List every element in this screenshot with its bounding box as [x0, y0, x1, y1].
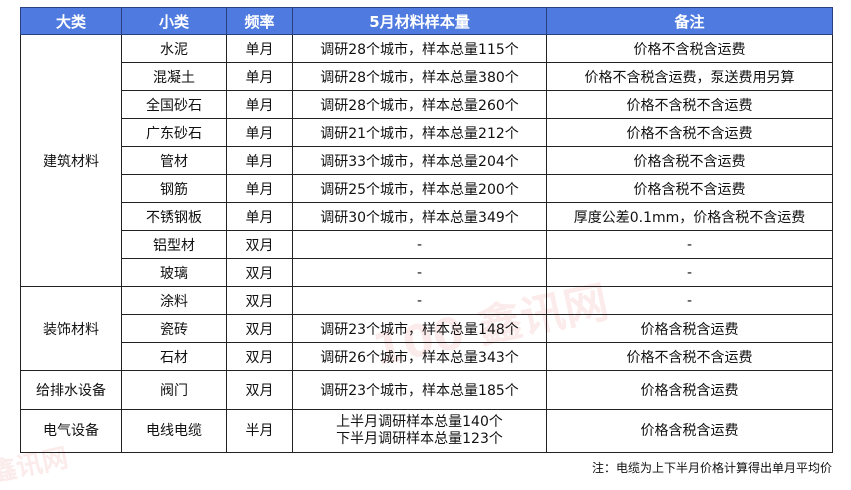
remarks-cell: 价格含税含运费 [546, 314, 833, 343]
sample-size-cell: 调研21个城市，样本总量212个 [292, 118, 547, 147]
frequency-cell: 单月 [226, 62, 293, 91]
table-row: 铝型材 双月 - - [21, 230, 833, 259]
remarks-cell: - [546, 286, 833, 315]
subcategory-cell: 电线电缆 [121, 409, 227, 453]
category-cell: 建筑材料 [20, 34, 122, 287]
sample-size-line: 上半月调研样本总量140个 [336, 414, 503, 430]
subcategory-cell: 水泥 [121, 34, 227, 63]
remarks-cell: - [546, 230, 833, 259]
table-row: 玻璃 双月 - - [21, 258, 833, 287]
sample-size-cell: 调研30个城市，样本总量349个 [292, 202, 547, 231]
subcategory-cell: 阀门 [121, 370, 227, 410]
table-row: 广东砂石 单月 调研21个城市，样本总量212个 价格不含税不含运费 [21, 118, 833, 147]
remarks-cell: 价格含税不含运费 [546, 174, 833, 203]
frequency-cell: 单月 [226, 202, 293, 231]
sample-size-cell: 调研28个城市，样本总量260个 [292, 90, 547, 119]
frequency-cell: 双月 [226, 286, 293, 315]
frequency-cell: 双月 [226, 342, 293, 371]
sample-size-cell: 调研23个城市，样本总量148个 [292, 314, 547, 343]
remarks-cell: 价格不含税含运费，泵送费用另算 [546, 62, 833, 91]
header-row: 大类 小类 频率 5月材料样本量 备注 [20, 7, 833, 35]
remarks-cell: 价格不含税含运费 [546, 34, 833, 63]
table-row: 装饰材料 涂料 双月 - - [20, 286, 833, 371]
subcategory-cell: 瓷砖 [121, 314, 227, 343]
header-sample-size: 5月材料样本量 [292, 7, 547, 35]
header-remarks: 备注 [546, 7, 833, 35]
subcategory-cell: 不锈钢板 [121, 202, 227, 231]
frequency-cell: 双月 [226, 258, 293, 287]
category-cell: 装饰材料 [20, 286, 122, 371]
frequency-cell: 单月 [226, 174, 293, 203]
table-row: 给排水设备 阀门 双月 调研23个城市，样本总量185个 价格含税含运费 [20, 370, 833, 410]
sample-size-cell: 调研33个城市，样本总量204个 [292, 146, 547, 175]
subcategory-cell: 涂料 [121, 286, 227, 315]
subcategory-cell: 钢筋 [121, 174, 227, 203]
sample-size-cell: - [292, 230, 547, 259]
remarks-cell: 价格不含税不含运费 [546, 342, 833, 371]
frequency-cell: 双月 [226, 370, 293, 410]
subcategory-cell: 石材 [121, 342, 227, 371]
sample-size-cell: 调研23个城市，样本总量185个 [292, 370, 547, 410]
subcategory-cell: 混凝土 [121, 62, 227, 91]
table-row: 瓷砖 双月 调研23个城市，样本总量148个 价格含税含运费 [21, 314, 833, 343]
table-row: 不锈钢板 单月 调研30个城市，样本总量349个 厚度公差0.1mm，价格含税不含运费 [21, 202, 833, 231]
sample-size-cell: 调研25个城市，样本总量200个 [292, 174, 547, 203]
subcategory-cell: 玻璃 [121, 258, 227, 287]
remarks-cell: 价格含税含运费 [546, 409, 833, 453]
sample-size-cell: 调研28个城市，样本总量115个 [292, 34, 547, 63]
frequency-cell: 单月 [226, 118, 293, 147]
sample-size-cell: - [292, 286, 547, 315]
subcategory-cell: 广东砂石 [121, 118, 227, 147]
sample-size-cell: - [292, 258, 547, 287]
remarks-cell: 价格不含税不含运费 [546, 90, 833, 119]
remarks-cell: 厚度公差0.1mm，价格含税不含运费 [546, 202, 833, 231]
table-row: 电气设备 电线电缆 半月 上半月调研样本总量140个 下半月调研样本总量123个 价格含税… [20, 409, 833, 453]
table-row: 建筑材料 水泥 单月 调研28个城市，样本总量115个 价格不含税含运费 [20, 34, 833, 287]
materials-table: 大类 小类 频率 5月材料样本量 备注 建筑材料 水泥 单月 调研28个城市，样本总量… [20, 7, 833, 453]
sample-size-cell: 调研28个城市，样本总量380个 [292, 62, 547, 91]
sample-size-cell: 上半月调研样本总量140个 下半月调研样本总量123个 [292, 409, 547, 453]
remarks-cell: - [546, 258, 833, 287]
footnote: 注：电缆为上下半月价格计算得出单月平均价 [591, 461, 832, 475]
category-cell: 给排水设备 [20, 370, 122, 410]
subcategory-cell: 全国砂石 [121, 90, 227, 119]
sample-size-line: 下半月调研样本总量123个 [336, 431, 503, 447]
table-row: 钢筋 单月 调研25个城市，样本总量200个 价格含税不含运费 [21, 174, 833, 203]
subcategory-cell: 管材 [121, 146, 227, 175]
header-category: 大类 [20, 7, 122, 35]
frequency-cell: 单月 [226, 146, 293, 175]
table-row: 管材 单月 调研33个城市，样本总量204个 价格含税不含运费 [21, 146, 833, 175]
sample-size-cell: 调研26个城市，样本总量343个 [292, 342, 547, 371]
remarks-cell: 价格含税含运费 [546, 370, 833, 410]
frequency-cell: 双月 [226, 314, 293, 343]
table-row: 全国砂石 单月 调研28个城市，样本总量260个 价格不含税不含运费 [21, 90, 833, 119]
frequency-cell: 半月 [226, 409, 293, 453]
remarks-cell: 价格含税不含运费 [546, 146, 833, 175]
category-cell: 电气设备 [20, 409, 122, 453]
subcategory-cell: 铝型材 [121, 230, 227, 259]
frequency-cell: 单月 [226, 90, 293, 119]
table-row: 混凝土 单月 调研28个城市，样本总量380个 价格不含税含运费，泵送费用另算 [21, 62, 833, 91]
header-frequency: 频率 [226, 7, 293, 35]
header-subcategory: 小类 [121, 7, 227, 35]
table-row: 石材 双月 调研26个城市，样本总量343个 价格不含税不含运费 [21, 342, 833, 371]
frequency-cell: 双月 [226, 230, 293, 259]
frequency-cell: 单月 [226, 34, 293, 63]
remarks-cell: 价格不含税不含运费 [546, 118, 833, 147]
